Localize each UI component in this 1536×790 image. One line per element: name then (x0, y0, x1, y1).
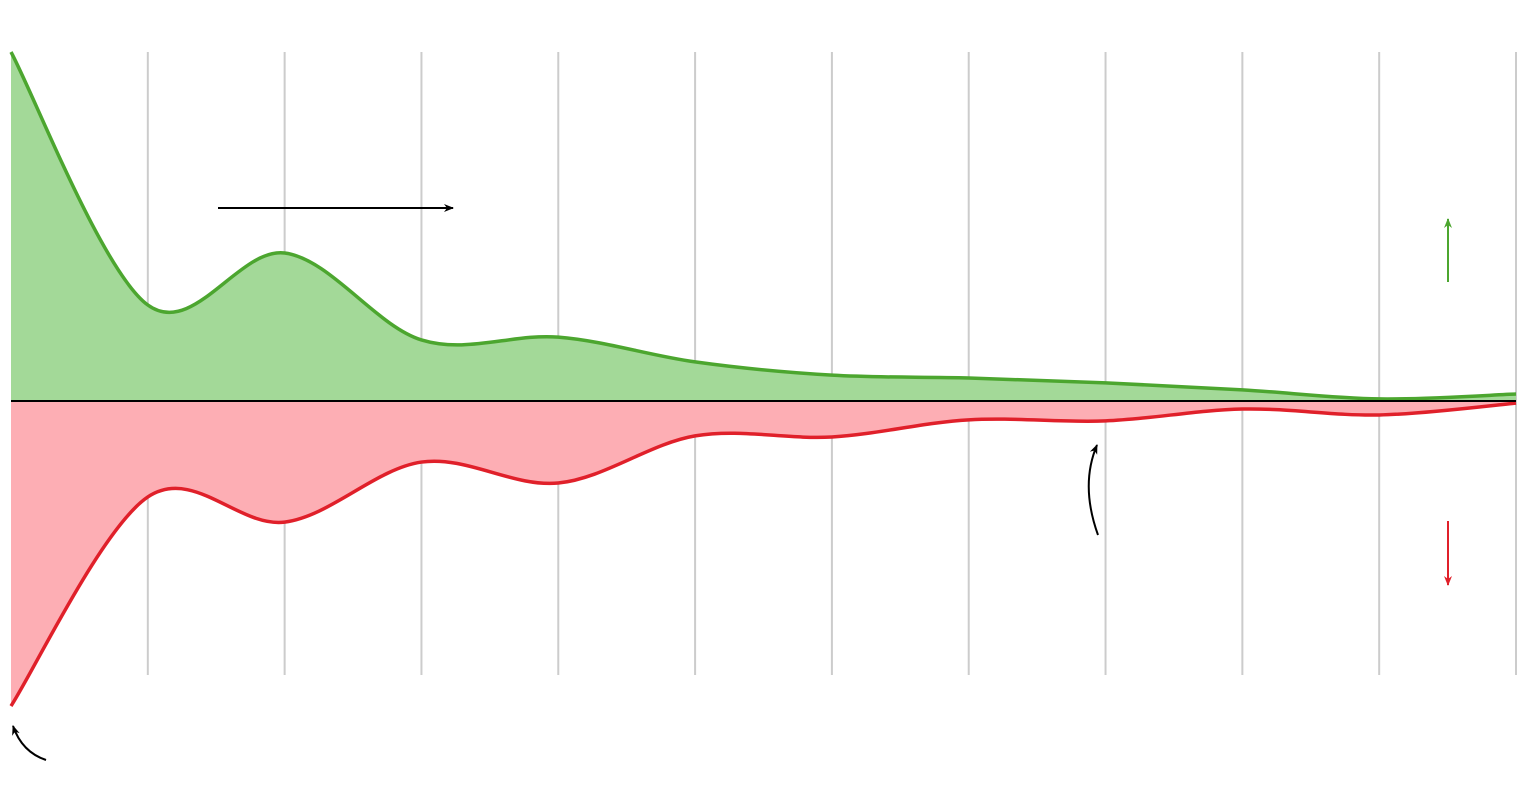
series-0-area (11, 52, 1516, 401)
series-0-line (9, 51, 1517, 401)
series-1-line (9, 401, 1517, 707)
areas (9, 51, 1517, 707)
annotations (12, 204, 1452, 761)
curved-arrow-annotation (1087, 444, 1099, 536)
series-1-area (11, 401, 1516, 707)
curved-arrow-annotation (12, 725, 47, 761)
